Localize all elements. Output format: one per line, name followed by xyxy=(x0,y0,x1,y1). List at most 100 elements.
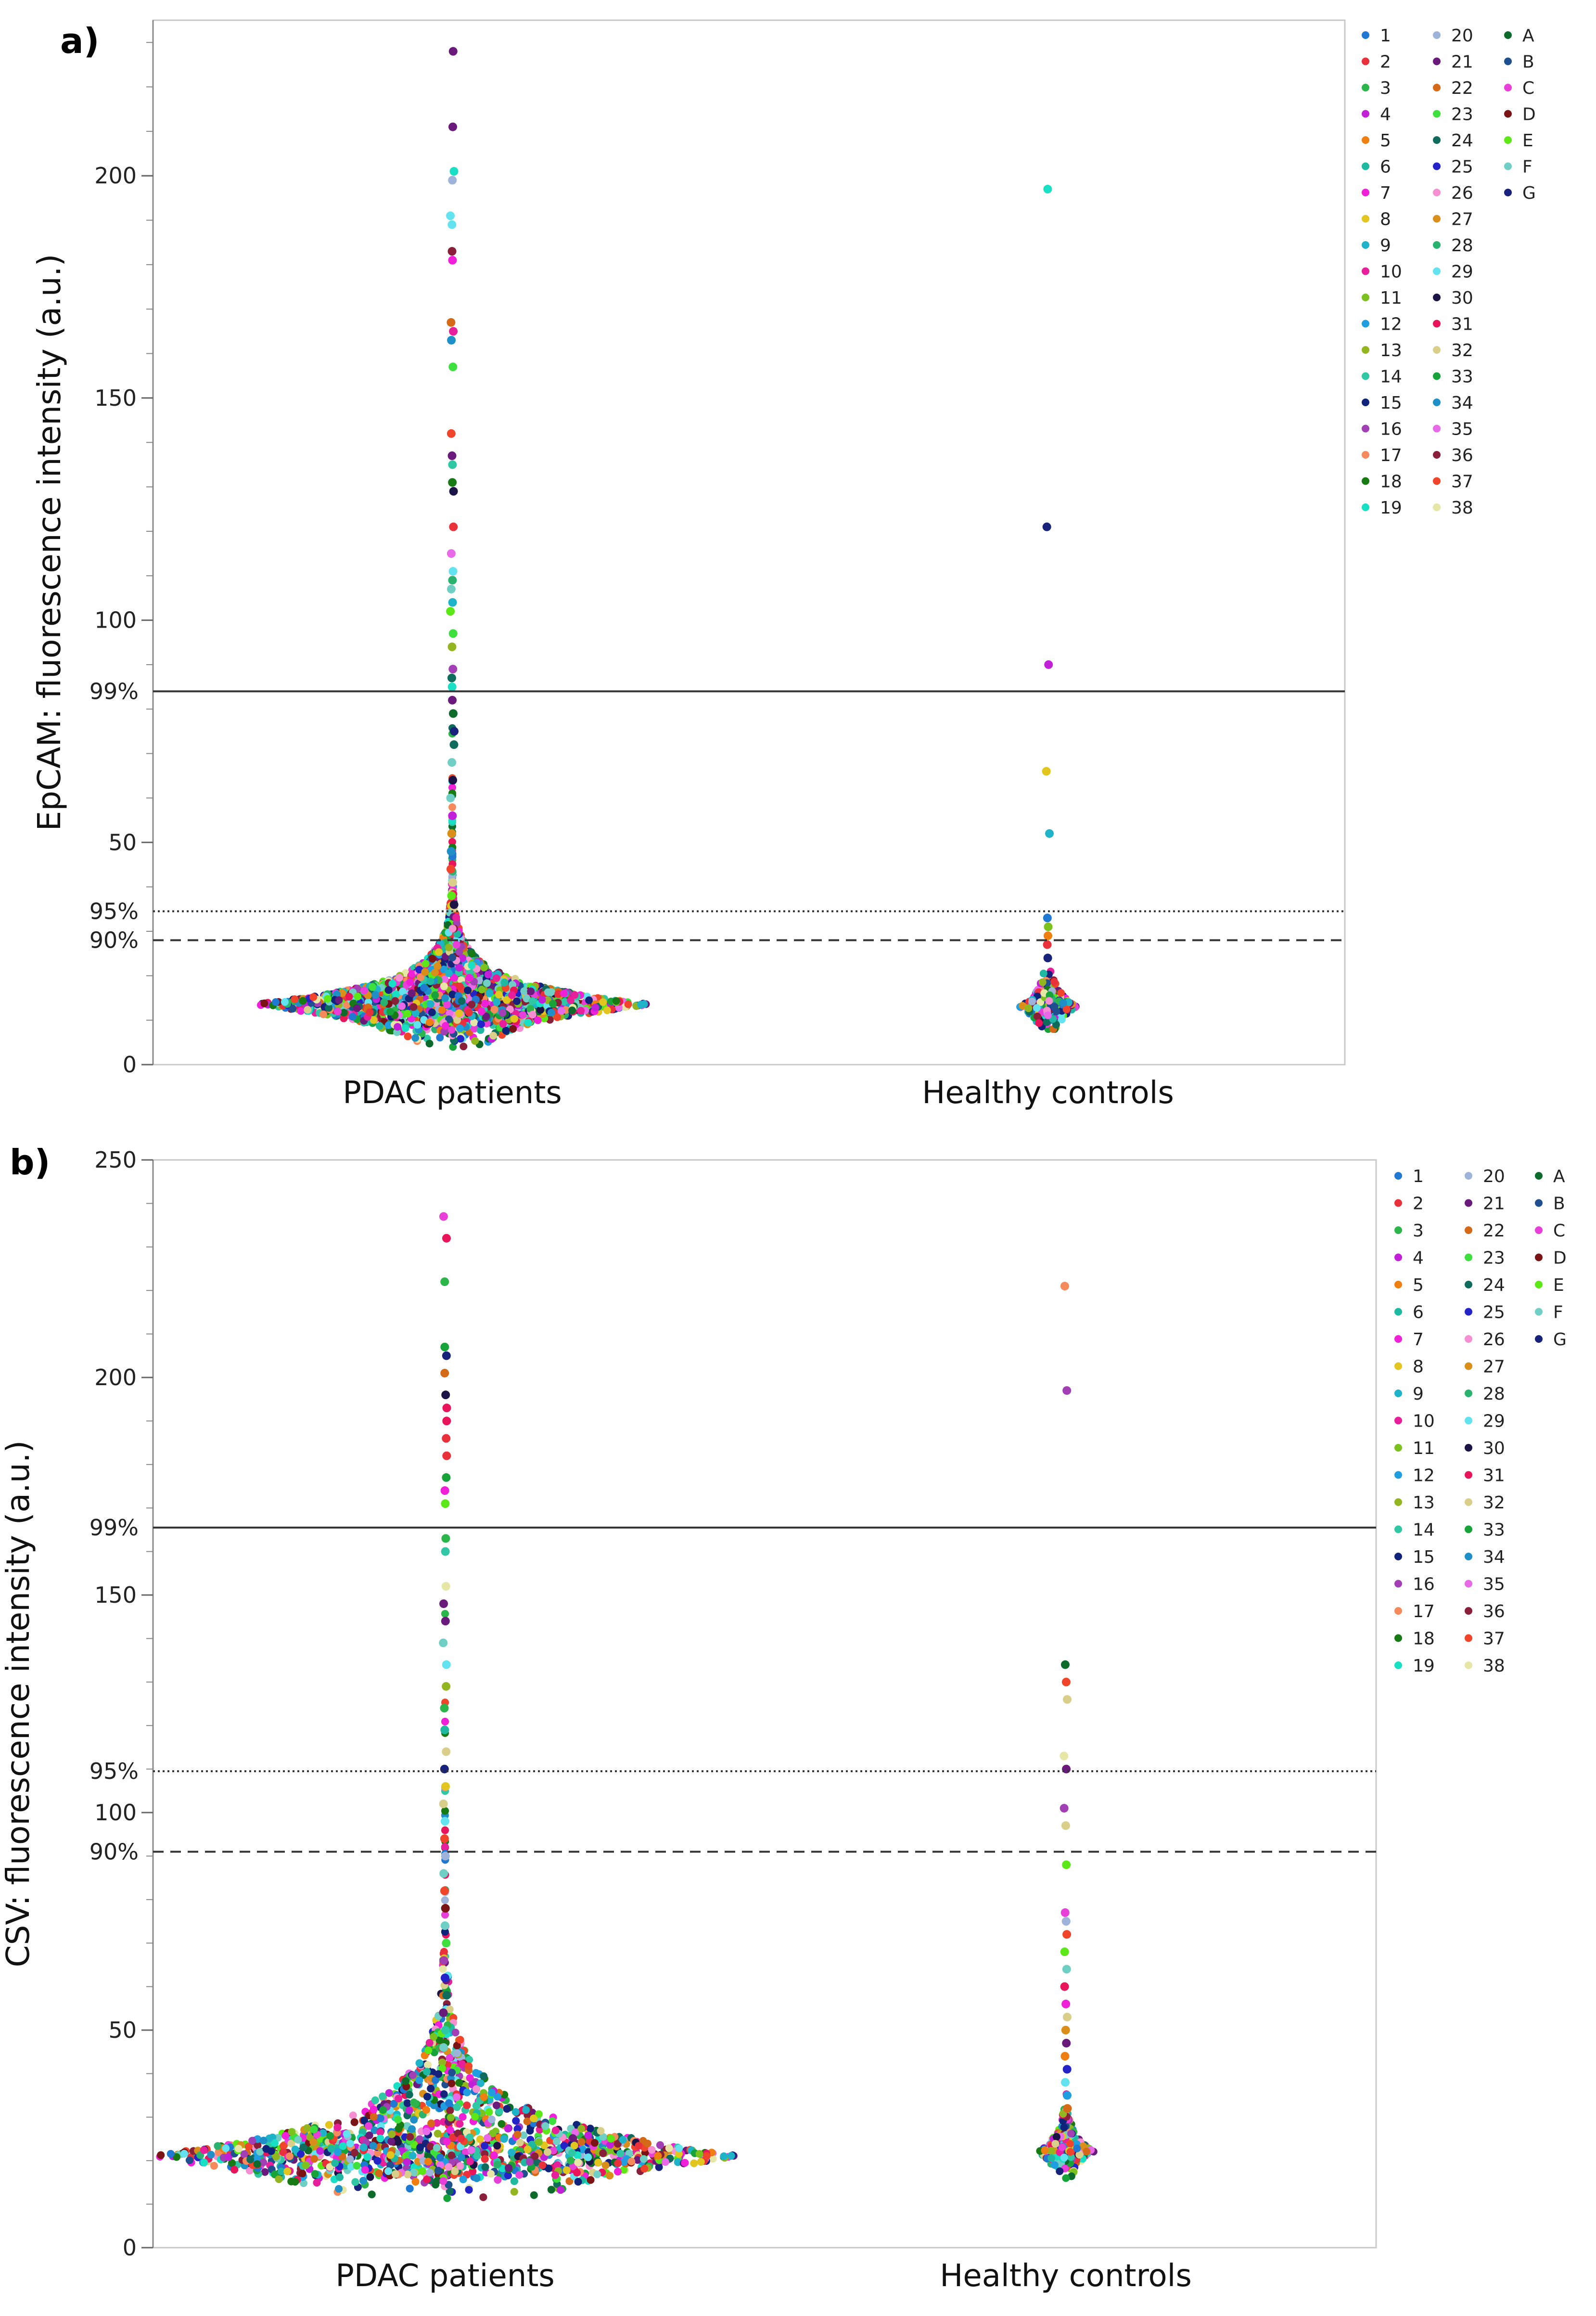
legend-swatch xyxy=(1362,372,1369,380)
data-point xyxy=(520,987,528,995)
data-point xyxy=(287,2139,295,2148)
y-tick-label: 100 xyxy=(94,607,137,633)
data-point xyxy=(300,2179,307,2187)
data-point xyxy=(571,991,579,999)
data-point xyxy=(1052,1020,1060,1029)
legend-entry: 28 xyxy=(1451,236,1473,256)
outlier-point xyxy=(449,487,458,496)
data-point xyxy=(1062,1005,1071,1014)
legend-swatch xyxy=(1433,320,1441,328)
data-point xyxy=(1044,1011,1052,1019)
outlier-point xyxy=(447,673,456,682)
data-point xyxy=(468,961,476,969)
data-point xyxy=(490,1005,498,1014)
legend-entry: 19 xyxy=(1380,498,1402,518)
outlier-point xyxy=(448,665,458,674)
outlier-point xyxy=(446,864,455,874)
legend-entry: C xyxy=(1522,78,1534,98)
data-point xyxy=(478,986,486,993)
data-point xyxy=(384,1021,393,1029)
legend-entry: 33 xyxy=(1451,367,1473,387)
panel-label: a) xyxy=(60,21,100,61)
data-point xyxy=(485,989,494,997)
data-point xyxy=(323,995,332,1003)
data-point xyxy=(291,995,299,1004)
data-point xyxy=(435,948,443,956)
data-point xyxy=(384,986,393,994)
outlier-point xyxy=(448,776,458,785)
legend-entry: 10 xyxy=(1380,262,1402,282)
y-axis-label: EpCAM: fluorescence intensity (a.u.) xyxy=(31,254,68,831)
data-point xyxy=(557,1007,565,1015)
legend-swatch xyxy=(1362,162,1369,170)
legend-entry: 14 xyxy=(1380,367,1402,387)
data-point xyxy=(489,1031,498,1040)
legend-entry: 37 xyxy=(1451,472,1473,492)
data-point xyxy=(448,784,456,792)
outlier-point xyxy=(446,607,455,616)
data-point xyxy=(410,2116,418,2124)
legend-swatch xyxy=(1362,320,1369,328)
legend-swatch xyxy=(1362,451,1369,459)
legend-entry: 6 xyxy=(1380,157,1391,177)
outlier-point xyxy=(447,220,457,229)
data-point xyxy=(373,2149,382,2157)
data-point xyxy=(561,998,569,1006)
category-label: PDAC patients xyxy=(343,1075,562,1111)
data-point xyxy=(1024,1004,1033,1012)
outlier-point xyxy=(448,176,457,185)
data-point xyxy=(565,2177,574,2185)
data-point xyxy=(370,1016,378,1024)
legend-entry: 11 xyxy=(1380,288,1402,308)
legend-entry: 9 xyxy=(1380,236,1391,256)
legend-swatch xyxy=(1433,503,1441,511)
legend-swatch xyxy=(1362,215,1369,223)
data-point xyxy=(513,2130,522,2138)
data-point xyxy=(656,2141,664,2149)
data-point xyxy=(1038,978,1047,986)
data-point xyxy=(1045,997,1053,1005)
legend-entry: 23 xyxy=(1451,105,1473,125)
legend-swatch xyxy=(1504,110,1512,118)
data-point xyxy=(527,987,535,995)
outlier-point xyxy=(446,211,455,220)
legend-swatch xyxy=(1433,399,1441,406)
data-point xyxy=(524,1018,532,1027)
data-point xyxy=(385,2089,393,2097)
y-tick-label: 0 xyxy=(123,2235,137,2261)
data-point xyxy=(449,1043,457,1051)
data-point xyxy=(446,2054,454,2062)
legend-entry: 3 xyxy=(1380,78,1391,98)
plot-frame xyxy=(152,1159,1377,2249)
legend-swatch xyxy=(1362,346,1369,354)
legend-swatch xyxy=(1433,57,1441,65)
data-point xyxy=(591,1004,600,1012)
data-point xyxy=(426,978,434,985)
legend-entry: 21 xyxy=(1451,52,1473,72)
data-point xyxy=(483,979,491,987)
outlier-point xyxy=(1044,922,1053,931)
outlier-point xyxy=(449,327,458,336)
outlier-point xyxy=(448,47,458,56)
data-point xyxy=(528,997,536,1005)
data-point xyxy=(624,1000,632,1008)
y-tick-label: 200 xyxy=(94,163,137,189)
y-tick-label: 200 xyxy=(94,1364,137,1390)
outlier-point xyxy=(449,167,459,176)
data-point xyxy=(498,1009,507,1017)
legend-entry: F xyxy=(1522,157,1532,177)
legend-entry: 24 xyxy=(1451,131,1473,151)
data-point xyxy=(492,974,500,982)
outlier-point xyxy=(448,811,457,820)
legend-entry: 20 xyxy=(1451,26,1473,46)
legend-swatch xyxy=(1433,425,1441,433)
data-point xyxy=(426,1018,434,1027)
legend-swatch xyxy=(1362,241,1369,249)
data-point xyxy=(445,1015,453,1023)
y-tick-label: 100 xyxy=(94,1800,137,1826)
legend-swatch xyxy=(1433,31,1441,39)
legend-entry: 31 xyxy=(1451,315,1473,335)
data-point xyxy=(404,1032,412,1041)
data-point xyxy=(351,2178,359,2186)
